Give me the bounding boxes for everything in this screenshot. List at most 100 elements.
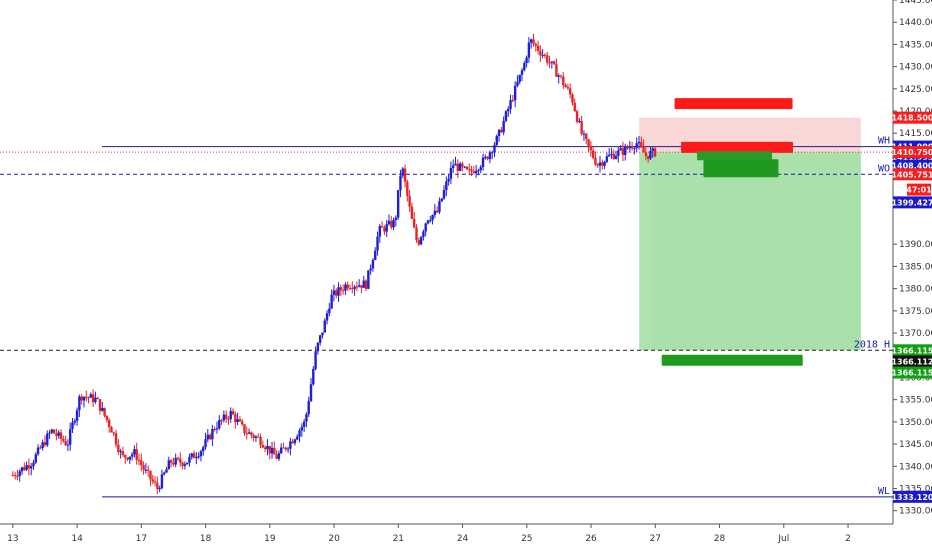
candle-body	[103, 407, 106, 416]
candle-body	[314, 351, 317, 369]
candle-body	[642, 146, 645, 153]
candle-body	[529, 39, 533, 43]
candle-body	[624, 146, 627, 155]
candle-body	[29, 466, 33, 469]
candle-body	[527, 42, 531, 58]
candle-body	[644, 152, 648, 156]
candle-body	[541, 54, 544, 56]
candle-body	[261, 444, 265, 448]
candle-body	[66, 444, 70, 446]
candle-body	[630, 147, 634, 149]
candle-body	[374, 250, 377, 260]
candle-body	[566, 87, 570, 89]
candle-body	[59, 432, 63, 439]
entry-label-box	[697, 151, 773, 161]
price-badge	[893, 111, 932, 124]
candle-body	[130, 454, 134, 457]
x-tick-label: 21	[393, 534, 404, 544]
candle-body	[91, 394, 95, 403]
candle-body	[89, 394, 93, 398]
candle-body	[456, 163, 459, 171]
level-label-1: WO	[878, 163, 890, 174]
candle-body	[454, 163, 457, 166]
candle-body	[504, 111, 508, 121]
candle-body	[163, 472, 166, 475]
level-label-0: WH	[878, 136, 890, 147]
candle-body	[73, 420, 76, 423]
candle-body	[607, 154, 611, 157]
candle-body	[539, 50, 542, 56]
candle-body	[149, 470, 152, 480]
x-tick-label: 18	[200, 534, 212, 544]
candle-body	[227, 418, 230, 420]
candle-body	[415, 227, 418, 241]
price-badge	[907, 183, 931, 196]
price-badge	[893, 168, 932, 181]
y-tick-label: 1425.000	[899, 85, 932, 95]
candle-body	[413, 218, 416, 228]
y-tick-label: 1435.000	[899, 40, 932, 50]
candle-body	[355, 286, 359, 288]
candle-body	[318, 335, 322, 343]
candle-body	[532, 39, 535, 44]
candle-body	[236, 419, 239, 423]
candle-body	[417, 240, 421, 245]
candle-body	[36, 447, 40, 455]
candle-body	[392, 219, 395, 228]
candle-body	[263, 447, 267, 450]
candle-body	[429, 220, 432, 222]
candle-body	[578, 121, 581, 123]
candle-body	[614, 155, 618, 159]
candle-body	[275, 454, 278, 459]
candle-body	[309, 384, 313, 402]
candle-body	[124, 454, 127, 458]
candle-body	[68, 429, 72, 445]
candle-body	[206, 434, 209, 440]
x-tick-label: 27	[650, 534, 661, 544]
candle-body	[369, 268, 372, 271]
candle-body	[128, 456, 132, 460]
candle-body	[562, 76, 565, 86]
candle-body	[513, 85, 517, 101]
candle-body	[20, 467, 24, 472]
candle-body	[419, 237, 423, 245]
candle-body	[291, 441, 294, 444]
candle-body	[490, 152, 494, 154]
x-tick-label: 20	[328, 534, 340, 544]
candle-body	[64, 441, 67, 446]
x-tick-label: Jul	[777, 534, 789, 544]
candle-body	[199, 451, 203, 457]
candle-body	[321, 332, 324, 336]
candle-body	[296, 436, 299, 440]
candle-body	[591, 150, 595, 158]
candle-body	[589, 146, 593, 151]
candle-body	[376, 236, 379, 251]
y-tick-label: 1380.000	[899, 285, 932, 295]
candle-body	[279, 447, 283, 454]
candle-body	[18, 471, 21, 477]
price-badge	[893, 355, 932, 368]
candle-body	[346, 284, 349, 289]
candle-body	[259, 436, 262, 445]
candle-body	[197, 456, 200, 458]
candle-body	[344, 284, 347, 291]
candle-body	[50, 429, 54, 433]
y-tick-label: 1415.000	[899, 129, 932, 139]
candle-body	[507, 108, 510, 112]
candle-body	[633, 147, 636, 149]
candle-body	[493, 144, 496, 153]
y-tick-label: 1440.000	[899, 18, 932, 28]
candle-body	[268, 445, 271, 454]
candle-body	[621, 148, 625, 155]
candle-body	[488, 152, 492, 160]
candle-body	[215, 428, 219, 430]
candle-body	[523, 62, 526, 71]
candle-body	[188, 456, 191, 463]
candle-body	[105, 415, 109, 421]
candle-body	[575, 111, 579, 122]
candle-body	[121, 451, 125, 455]
candle-body	[536, 45, 540, 51]
candle-body	[371, 259, 375, 269]
candle-body	[222, 414, 226, 421]
